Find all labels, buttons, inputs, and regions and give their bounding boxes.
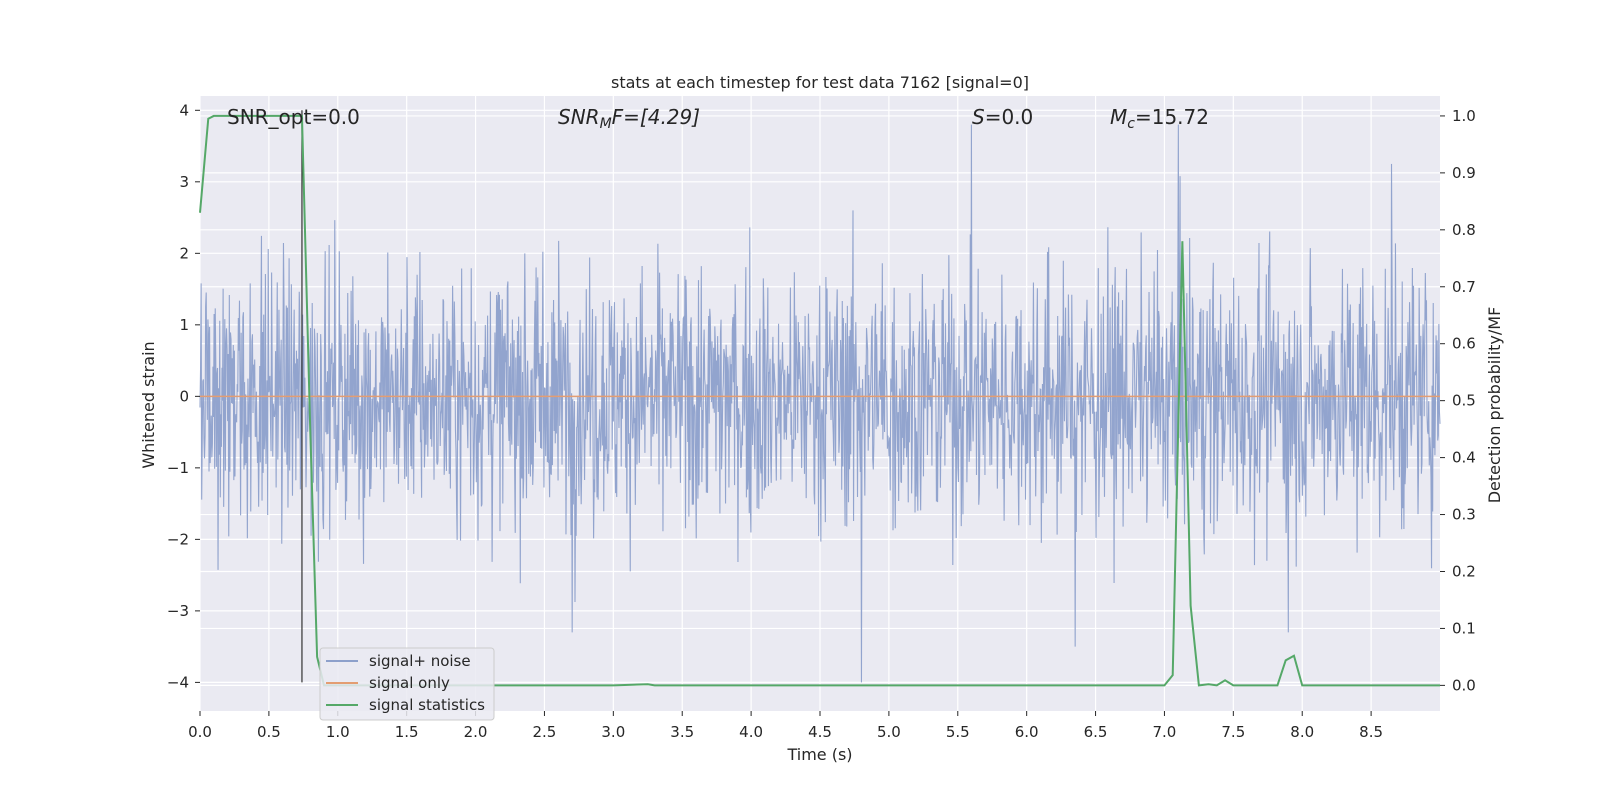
y-right-tick-label: 0.3 [1452,506,1476,524]
x-tick-label: 0.5 [257,723,281,741]
legend-label-signal-statistics: signal statistics [369,696,485,714]
signal-statistics-line [199,114,1440,687]
y-tick-label: 3 [179,173,189,191]
y-axis-ticks: 4 3 2 1 0 −1 −2 −3 −4 [167,101,200,691]
x-tick-label: 3.5 [670,723,694,741]
x-tick-label: 1.0 [326,723,350,741]
x-axis-ticks: 0.0 0.5 1.0 1.5 2.0 2.5 3.0 3.5 4.0 4.5 5.0 5.5 6.0 6… [188,711,1383,741]
y-tick-label: −1 [167,459,189,477]
x-tick-label: 4.5 [808,723,832,741]
y-axis-right-label: Detection probability/MF [1485,307,1504,504]
legend-label-signal-only: signal only [369,674,450,692]
y-tick-label: −4 [167,673,189,691]
y-right-tick-label: 0.5 [1452,392,1476,410]
chart-title: stats at each timestep for test data 716… [611,73,1029,92]
x-tick-label: 5.5 [946,723,970,741]
series-signal-statistics [199,114,1440,687]
y-tick-label: −2 [167,530,189,548]
x-tick-label: 4.0 [739,723,763,741]
x-tick-label: 7.5 [1221,723,1245,741]
y-right-tick-label: 0.7 [1452,278,1476,296]
legend: signal+ noise signal only signal statist… [319,647,495,721]
legend-label-signal-noise: signal+ noise [369,652,471,670]
legend-box [319,647,495,721]
y-right-tick-label: 0.1 [1452,619,1476,637]
x-tick-label: 6.0 [1015,723,1039,741]
x-tick-label: 3.0 [601,723,625,741]
y-right-tick-label: 0.4 [1452,449,1476,467]
annotation-snr-mf: SNRMF=[4.29] [558,105,700,132]
x-tick-label: 0.0 [188,723,212,741]
x-tick-label: 8.5 [1359,723,1383,741]
y-tick-label: −3 [167,602,189,620]
y-axis-label: Whitened strain [139,341,158,468]
y-tick-label: 4 [179,101,189,119]
x-tick-label: 7.0 [1153,723,1177,741]
y-right-tick-label: 0.6 [1452,335,1476,353]
x-tick-label: 6.5 [1084,723,1108,741]
x-tick-label: 2.5 [533,723,557,741]
x-tick-label: 1.5 [395,723,419,741]
y-tick-label: 0 [179,387,189,405]
series-signal-noise [199,124,1441,683]
x-tick-label: 2.0 [464,723,488,741]
x-tick-label: 5.0 [877,723,901,741]
y-right-tick-label: 1.0 [1452,107,1476,125]
x-tick-label: 8.0 [1290,723,1314,741]
annotation-mc: Mc=15.72 [1110,105,1209,132]
y-tick-label: 1 [179,316,189,334]
y-right-tick-label: 0.8 [1452,221,1476,239]
y-right-tick-label: 0.0 [1452,676,1476,694]
x-axis-label: Time (s) [786,745,852,764]
y-axis-right-ticks: 1.0 0.9 0.8 0.7 0.6 0.5 0.4 0.3 0.2 0.1 0.0 [1440,107,1476,694]
y-right-tick-label: 0.2 [1452,562,1476,580]
annotation-s: S=0.0 [972,105,1033,129]
y-right-tick-label: 0.9 [1452,164,1476,182]
y-tick-label: 2 [179,244,189,262]
annotation-snr-opt: SNR_opt=0.0 [227,105,360,129]
signal-noise-line [199,124,1441,683]
